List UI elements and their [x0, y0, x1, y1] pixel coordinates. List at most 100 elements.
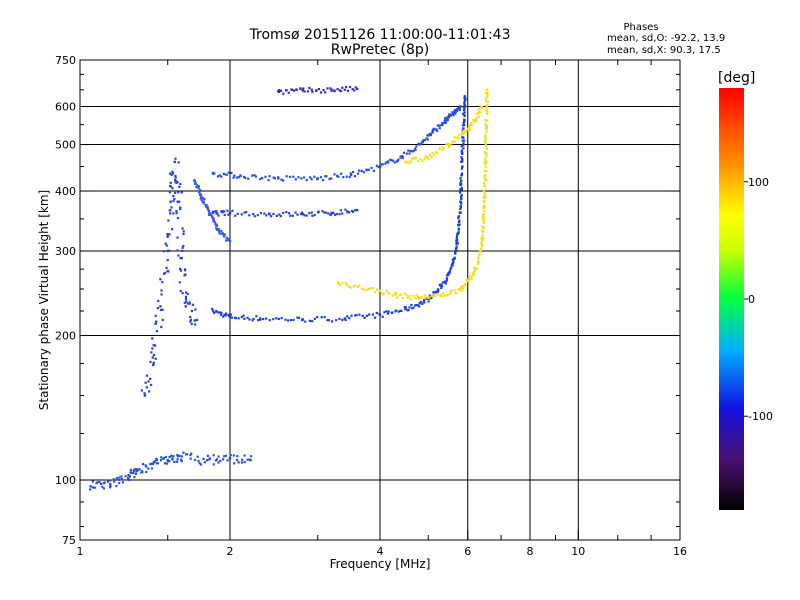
data-point — [453, 257, 456, 260]
data-point — [446, 294, 449, 297]
data-point — [375, 288, 378, 291]
data-point — [183, 268, 187, 271]
data-point — [424, 155, 427, 158]
data-point — [443, 121, 446, 124]
data-point — [145, 386, 148, 389]
data-point — [211, 215, 214, 218]
data-point — [339, 209, 342, 212]
data-point — [243, 211, 246, 214]
data-point — [372, 169, 375, 172]
data-point — [478, 250, 482, 253]
data-point — [233, 462, 236, 465]
data-point — [378, 313, 382, 316]
x-tick-label: 1 — [77, 545, 84, 558]
data-point — [337, 283, 340, 286]
data-point — [168, 191, 172, 194]
data-point — [462, 131, 466, 134]
data-point — [474, 267, 477, 271]
data-point — [251, 174, 254, 177]
data-point — [419, 157, 422, 161]
data-point — [171, 227, 174, 231]
data-point — [265, 214, 268, 217]
data-point — [459, 182, 462, 185]
data-point — [211, 307, 214, 311]
data-point — [144, 381, 147, 384]
data-point — [423, 298, 426, 302]
data-point — [161, 281, 164, 284]
data-point — [385, 161, 388, 164]
data-point — [230, 171, 233, 175]
data-point — [203, 461, 207, 464]
data-point — [381, 315, 384, 318]
data-point — [240, 213, 243, 216]
data-point — [197, 459, 200, 463]
data-point — [456, 108, 459, 111]
data-point — [484, 138, 488, 141]
data-point — [251, 319, 254, 322]
data-point — [421, 159, 424, 162]
data-point — [462, 136, 465, 139]
data-point — [478, 106, 482, 109]
data-point — [457, 228, 460, 231]
data-point — [463, 118, 466, 121]
data-point — [132, 470, 135, 473]
data-point — [147, 380, 150, 383]
data-point — [455, 109, 458, 113]
data-point — [134, 467, 137, 471]
data-point — [406, 160, 409, 163]
colorbar-tick-label: 100 — [748, 176, 769, 189]
data-point — [446, 116, 449, 119]
data-point — [211, 217, 215, 221]
data-point — [193, 323, 197, 326]
data-point — [313, 317, 316, 320]
data-point — [129, 471, 132, 474]
data-point — [207, 213, 211, 216]
data-point — [460, 289, 463, 292]
data-point — [225, 173, 228, 176]
data-point — [409, 297, 413, 301]
data-point — [180, 458, 183, 461]
data-point — [128, 478, 131, 482]
data-point — [176, 455, 180, 458]
data-point — [448, 113, 451, 116]
data-point — [485, 154, 488, 157]
data-point — [355, 314, 358, 317]
data-point — [221, 231, 224, 235]
data-point — [324, 91, 327, 94]
data-point — [177, 191, 180, 194]
data-point — [421, 302, 424, 305]
data-point — [179, 269, 183, 272]
data-point — [463, 120, 466, 123]
data-point — [481, 233, 484, 237]
data-point — [177, 200, 181, 203]
data-point — [405, 294, 408, 297]
data-point — [329, 87, 332, 90]
data-point — [469, 121, 473, 125]
data-point — [445, 274, 449, 277]
data-point — [345, 85, 348, 89]
data-point — [285, 89, 288, 92]
data-point — [387, 310, 390, 313]
data-point — [480, 237, 483, 240]
data-point — [483, 157, 487, 160]
data-point — [484, 136, 487, 139]
data-point — [378, 165, 382, 168]
data-point — [181, 292, 184, 295]
data-point — [249, 458, 252, 462]
data-point — [338, 317, 341, 320]
data-point — [486, 111, 489, 114]
data-point — [403, 306, 406, 309]
data-point — [482, 181, 486, 185]
data-point — [218, 231, 221, 235]
data-points — [89, 85, 489, 491]
data-point — [377, 166, 380, 169]
data-point — [236, 212, 239, 216]
data-point — [468, 278, 471, 282]
data-point — [153, 461, 156, 464]
data-point — [296, 213, 299, 216]
data-point — [450, 289, 453, 292]
data-point — [115, 484, 118, 488]
data-point — [483, 184, 486, 187]
data-point — [428, 294, 432, 297]
